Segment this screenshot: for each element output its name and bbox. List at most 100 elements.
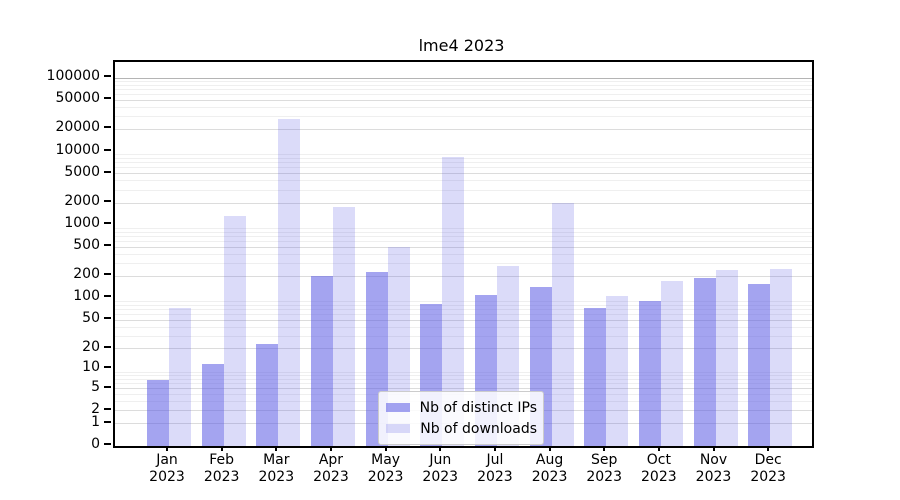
ytick-label: 5000 xyxy=(64,163,100,180)
xtick-mark xyxy=(384,446,387,451)
bar-mar-ips xyxy=(256,344,279,446)
ytick-mark xyxy=(104,170,111,173)
legend-item-ips: Nb of distinct IPs xyxy=(386,397,537,418)
gridline xyxy=(115,371,812,373)
xtick-mark xyxy=(657,446,660,451)
gridline xyxy=(115,115,812,117)
bar-mar-downloads xyxy=(278,118,301,446)
ytick-mark xyxy=(104,317,111,320)
bar-feb-downloads xyxy=(223,215,246,446)
legend-swatch-downloads xyxy=(386,424,410,433)
bar-sep-downloads xyxy=(606,296,629,446)
bar-oct-downloads xyxy=(660,281,683,446)
xtick-label-mar: Mar 2023 xyxy=(258,452,295,485)
gridline xyxy=(115,301,812,303)
gridline xyxy=(115,158,812,160)
ytick-label: 1 xyxy=(91,413,100,430)
xtick-label-feb: Feb 2023 xyxy=(203,452,240,485)
ytick-mark xyxy=(104,97,111,100)
gridline xyxy=(115,228,812,230)
ytick-mark xyxy=(104,385,111,388)
gridline xyxy=(115,240,812,242)
xtick-label-sep: Sep 2023 xyxy=(586,452,622,485)
gridline xyxy=(115,180,812,182)
ytick-mark xyxy=(104,126,111,129)
gridline xyxy=(115,77,812,79)
ytick-mark xyxy=(104,366,111,369)
gridline xyxy=(115,154,812,156)
ytick-mark xyxy=(104,222,111,225)
gridline xyxy=(115,80,812,82)
ytick-label: 0 xyxy=(91,436,100,452)
gridline xyxy=(115,88,812,90)
xtick-label-jul: Jul 2023 xyxy=(477,452,513,485)
bar-aug-downloads xyxy=(551,203,574,446)
ytick-label: 50 xyxy=(82,310,100,327)
plot-area: Nb of distinct IPs Nb of downloads xyxy=(113,60,814,448)
bar-jan-ips xyxy=(147,379,169,446)
gridline xyxy=(115,305,812,307)
gridline xyxy=(115,84,812,86)
gridline xyxy=(115,348,812,350)
ytick-label: 500 xyxy=(73,237,100,254)
ytick-label: 20000 xyxy=(55,119,100,136)
ytick-label: 50000 xyxy=(55,90,100,107)
legend-label-downloads: Nb of downloads xyxy=(420,420,537,437)
ytick-label: 200 xyxy=(73,266,100,283)
ytick-label: 2000 xyxy=(64,193,100,210)
ytick-mark xyxy=(104,443,111,445)
ytick-label: 100 xyxy=(73,288,100,305)
bar-apr-downloads xyxy=(332,206,355,446)
xtick-mark xyxy=(329,446,332,451)
ytick-label: 10 xyxy=(82,359,100,376)
gridline xyxy=(115,275,812,277)
legend-item-downloads: Nb of downloads xyxy=(386,418,537,439)
gridline xyxy=(115,314,812,316)
gridline xyxy=(115,162,812,164)
legend-label-ips: Nb of distinct IPs xyxy=(419,399,537,416)
xtick-mark xyxy=(712,446,715,451)
gridline xyxy=(115,236,812,238)
ytick-label: 10000 xyxy=(55,141,100,158)
gridline xyxy=(115,106,812,108)
ytick-mark xyxy=(104,75,111,77)
ytick-mark xyxy=(104,148,111,151)
ytick-mark xyxy=(104,244,111,247)
gridline xyxy=(115,309,812,311)
xtick-label-apr: Apr 2023 xyxy=(313,452,349,485)
xtick-label-oct: Oct 2023 xyxy=(641,452,677,485)
ytick-label: 2 xyxy=(91,400,100,417)
bar-nov-downloads xyxy=(715,270,738,446)
bar-feb-ips xyxy=(201,364,224,446)
ytick-label: 20 xyxy=(82,338,100,355)
gridline xyxy=(115,335,812,337)
legend-swatch-ips xyxy=(386,403,410,412)
gridline xyxy=(115,202,812,204)
gridline xyxy=(115,99,812,101)
gridline xyxy=(115,388,812,390)
gridline xyxy=(115,189,812,191)
ytick-mark xyxy=(104,273,111,276)
ytick-mark xyxy=(104,200,111,203)
xtick-label-may: May 2023 xyxy=(367,452,404,485)
ytick-mark xyxy=(104,345,111,348)
chart-title: lme4 2023 xyxy=(418,36,505,55)
ytick-mark xyxy=(104,420,111,423)
gridline xyxy=(115,326,812,328)
gridline xyxy=(115,375,812,377)
gridline xyxy=(115,383,812,385)
xtick-label-aug: Aug 2023 xyxy=(531,452,568,485)
xtick-mark xyxy=(220,446,223,451)
xtick-mark xyxy=(493,446,496,451)
ytick-mark xyxy=(104,295,111,298)
bar-apr-ips xyxy=(310,275,333,446)
xtick-mark xyxy=(603,446,606,451)
gridline xyxy=(115,246,812,248)
bar-jan-downloads xyxy=(169,307,191,446)
gridline xyxy=(115,379,812,381)
ytick-label: 100000 xyxy=(46,68,100,84)
gridline xyxy=(115,263,812,265)
legend: Nb of distinct IPs Nb of downloads xyxy=(378,391,544,445)
xtick-label-jun: Jun 2023 xyxy=(422,452,459,485)
